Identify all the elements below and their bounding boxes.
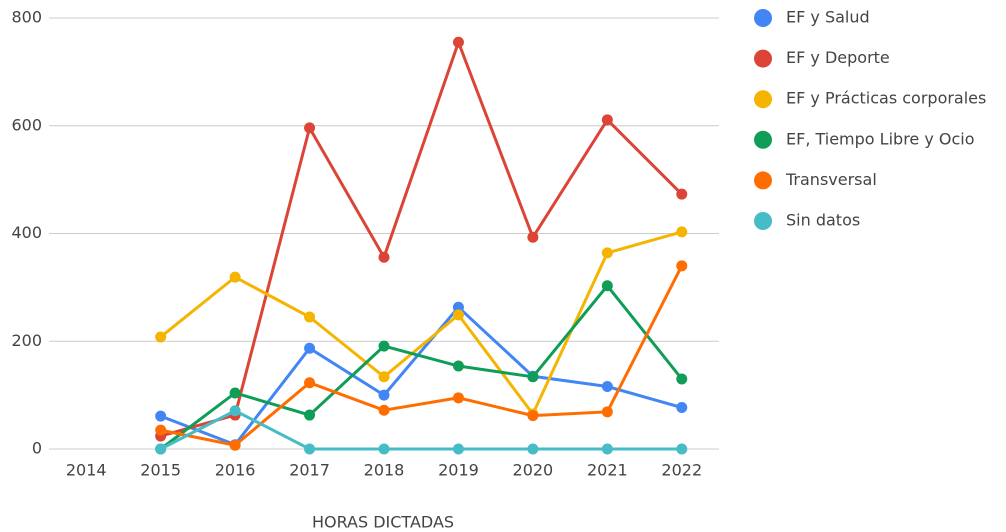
data-point bbox=[601, 247, 613, 259]
data-point bbox=[378, 389, 390, 401]
legend-label: Transversal bbox=[785, 170, 877, 189]
series-line bbox=[159, 230, 683, 417]
data-point bbox=[527, 443, 539, 455]
data-point bbox=[155, 410, 167, 422]
series-line bbox=[160, 305, 683, 447]
legend-marker bbox=[754, 171, 772, 190]
x-tick-label: 2019 bbox=[438, 461, 479, 480]
data-point bbox=[676, 443, 688, 455]
data-point bbox=[452, 36, 464, 48]
data-point bbox=[452, 301, 464, 313]
y-tick-label: 400 bbox=[11, 223, 42, 242]
legend-label: EF y Prácticas corporales bbox=[786, 89, 986, 108]
data-point bbox=[601, 280, 613, 292]
data-point bbox=[601, 114, 613, 126]
x-tick-label: 2021 bbox=[587, 461, 628, 480]
data-point bbox=[676, 373, 688, 385]
legend-marker bbox=[754, 90, 772, 109]
data-point bbox=[601, 443, 613, 455]
data-point bbox=[452, 443, 464, 455]
series-line bbox=[159, 283, 683, 451]
data-point bbox=[304, 311, 316, 323]
legend-marker bbox=[754, 130, 772, 149]
data-point bbox=[527, 410, 539, 422]
x-tick-label: 2020 bbox=[513, 461, 554, 480]
legend-label: Sin datos bbox=[786, 211, 860, 230]
data-point bbox=[304, 342, 316, 354]
data-point bbox=[155, 331, 167, 343]
data-point bbox=[229, 439, 241, 451]
x-tick-label: 2014 bbox=[66, 461, 107, 480]
data-point bbox=[378, 404, 390, 416]
data-point bbox=[527, 371, 539, 383]
data-point bbox=[304, 409, 316, 421]
x-axis-title: HORAS DICTADAS bbox=[312, 513, 454, 532]
data-point bbox=[155, 424, 167, 436]
data-point bbox=[527, 231, 539, 243]
legend-marker bbox=[754, 9, 772, 27]
data-point bbox=[378, 371, 390, 383]
data-point bbox=[378, 443, 390, 455]
series-line bbox=[160, 37, 683, 438]
data-point bbox=[378, 340, 390, 352]
x-tick-label: 2016 bbox=[215, 461, 256, 480]
data-point bbox=[601, 406, 613, 418]
data-point bbox=[378, 251, 390, 263]
x-tick-label: 2018 bbox=[364, 461, 405, 480]
data-point bbox=[452, 309, 464, 321]
data-point bbox=[304, 122, 316, 134]
data-point bbox=[304, 443, 316, 455]
series-line bbox=[159, 409, 682, 451]
data-point bbox=[452, 392, 464, 404]
y-tick-label: 200 bbox=[11, 331, 42, 350]
data-point bbox=[229, 405, 241, 417]
legend-label: EF y Deporte bbox=[786, 48, 890, 67]
series-line bbox=[160, 265, 684, 447]
y-tick-label: 600 bbox=[11, 115, 42, 134]
data-point bbox=[676, 188, 688, 200]
x-tick-label: 2015 bbox=[140, 461, 181, 480]
legend-marker bbox=[754, 212, 772, 230]
data-point bbox=[304, 377, 316, 389]
y-tick-label: 800 bbox=[11, 8, 42, 27]
legend-label: EF y Salud bbox=[786, 8, 870, 27]
data-point bbox=[229, 271, 241, 283]
data-point bbox=[676, 226, 688, 238]
data-point bbox=[676, 260, 688, 272]
data-point bbox=[452, 360, 464, 372]
data-point bbox=[676, 402, 688, 414]
x-tick-label: 2017 bbox=[289, 461, 330, 480]
data-point bbox=[229, 387, 241, 399]
x-tick-label: 2022 bbox=[661, 461, 702, 480]
y-tick-label: 0 bbox=[32, 439, 42, 458]
legend-marker bbox=[754, 49, 772, 68]
data-point bbox=[155, 443, 167, 455]
legend-label: EF, Tiempo Libre y Ocio bbox=[786, 129, 975, 148]
data-point bbox=[601, 381, 613, 393]
